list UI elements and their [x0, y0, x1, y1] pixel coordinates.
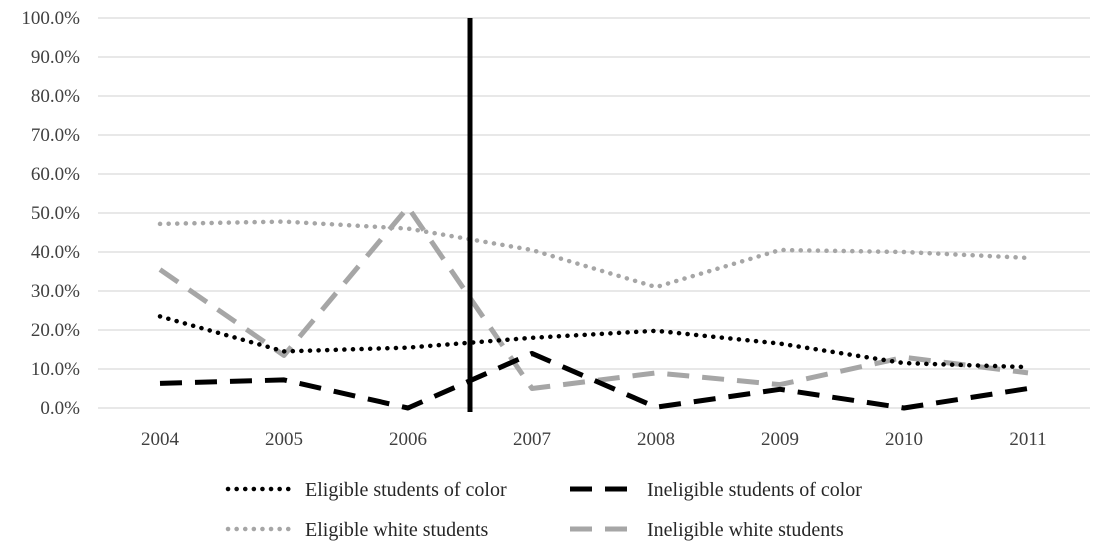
x-tick-label: 2007: [513, 429, 551, 450]
y-axis-tick-labels: 0.0% 10.0% 20.0% 30.0% 40.0% 50.0% 60.0% 70.0% 8…: [21, 8, 80, 419]
x-axis: 2004 2005 2006 2007 2008 2009 2010 2011: [141, 429, 1047, 450]
series-line-1: [159, 350, 1029, 411]
legend: Eligible students of color Ineligible stu…: [225, 479, 862, 541]
y-tick-label: 10.0%: [31, 359, 80, 380]
y-tick-label: 100.0%: [21, 8, 80, 29]
x-tick-label: 2004: [141, 429, 180, 450]
y-tick-label: 40.0%: [31, 242, 80, 263]
x-tick-label: 2011: [1009, 429, 1046, 450]
legend-label: Eligible students of color: [305, 479, 507, 501]
y-tick-label: 90.0%: [31, 47, 80, 68]
legend-label: Ineligible white students: [647, 519, 844, 541]
y-tick-label: 70.0%: [31, 125, 80, 146]
legend-label: Eligible white students: [305, 519, 489, 541]
y-tick-label: 20.0%: [31, 320, 80, 341]
y-tick-label: 80.0%: [31, 86, 80, 107]
x-tick-label: 2009: [761, 429, 799, 450]
gridlines: [98, 17, 1090, 409]
series-lines: [157, 204, 1031, 411]
y-tick-label: 60.0%: [31, 164, 80, 185]
legend-label: Ineligible students of color: [647, 479, 862, 501]
series-line-0: [157, 314, 1031, 370]
x-tick-label: 2010: [885, 429, 923, 450]
series-line-2: [157, 219, 1031, 290]
y-tick-label: 50.0%: [31, 203, 80, 224]
y-tick-label: 30.0%: [31, 281, 80, 302]
series-line-3: [158, 204, 1029, 391]
x-tick-label: 2005: [265, 429, 303, 450]
y-tick-label: 0.0%: [40, 398, 80, 419]
x-tick-label: 2006: [389, 429, 427, 450]
x-tick-label: 2008: [637, 429, 675, 450]
